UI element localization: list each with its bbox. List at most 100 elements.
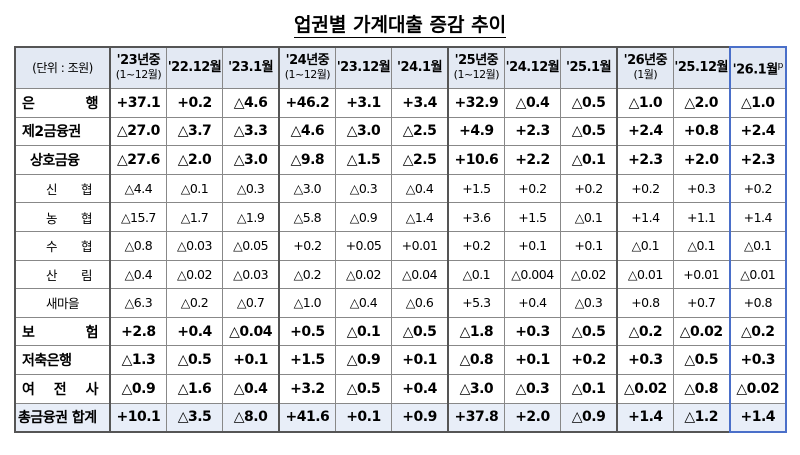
value-cell: △1.0 <box>728 88 787 118</box>
value-cell: △0.1 <box>560 145 618 175</box>
value-cell: △0.3 <box>334 173 393 204</box>
value-cell: △8.0 <box>222 402 280 433</box>
row: 산 림 △0.4 △0.02 △0.03 △0.2 △0.02 △0.04 △0.1 △0.00… <box>14 259 787 290</box>
column-label: '23.12월 <box>336 60 391 75</box>
value-cell: +0.01 <box>672 259 731 290</box>
value-cell: △0.03 <box>165 230 224 261</box>
value-cell: +46.2 <box>277 88 336 118</box>
value-cell: +0.1 <box>503 345 562 375</box>
value-cell: △0.2 <box>728 316 787 347</box>
value-cell: △0.5 <box>560 88 618 118</box>
column-sub: (1~12월) <box>115 68 162 81</box>
value-cell: +10.6 <box>446 145 505 175</box>
row: 저축은행 △1.3 △0.5 +0.1 +1.5 △0.9 +0.1 △0.8 +0.1 +0.2… <box>14 345 787 375</box>
row-label-cell: 새마을 <box>14 288 111 318</box>
row-label-cell: 산 림 <box>14 259 111 290</box>
value-cell: +0.7 <box>672 288 731 318</box>
value-cell: +1.4 <box>615 202 674 232</box>
column-header: '24.12월 <box>503 46 562 89</box>
value-cell: △27.0 <box>108 116 167 147</box>
value-cell: +1.4 <box>728 202 787 232</box>
value-cell: △4.6 <box>277 116 336 147</box>
row: 은 행 +37.1 +0.2 △4.6 +46.2 +3.1 +3.4 +32.9 △0.4 △0… <box>14 88 787 118</box>
value-cell: +0.2 <box>277 230 336 261</box>
value-cell: +1.4 <box>615 402 674 433</box>
value-cell: △4.4 <box>108 173 167 204</box>
value-cell: +41.6 <box>277 402 336 433</box>
column-header: '26.1월p <box>728 46 787 89</box>
value-cell: △0.6 <box>391 288 449 318</box>
value-cell: △0.7 <box>222 288 280 318</box>
value-cell: △0.1 <box>560 202 618 232</box>
value-cell: △0.5 <box>560 116 618 147</box>
row: 수 협 △0.8 △0.03 △0.05 +0.2 +0.05 +0.01 +0.2 +0.1 +… <box>14 230 787 261</box>
row-label-cell: 총금융권 합계 <box>14 402 111 433</box>
value-cell: +0.1 <box>503 230 562 261</box>
value-cell: △0.1 <box>560 373 618 404</box>
value-cell: +2.2 <box>503 145 562 175</box>
value-cell: +0.8 <box>615 288 674 318</box>
row-label-cell: 농 협 <box>14 202 111 232</box>
value-cell: △0.04 <box>391 259 449 290</box>
value-cell: △3.3 <box>222 116 280 147</box>
value-cell: △0.3 <box>503 373 562 404</box>
row-label: 신 협 <box>46 182 93 198</box>
row-label: 농 협 <box>46 210 93 226</box>
value-cell: △0.03 <box>222 259 280 290</box>
value-cell: △3.0 <box>446 373 505 404</box>
value-cell: △2.5 <box>391 116 449 147</box>
unit: (단위 : 조원) <box>14 46 111 89</box>
row-label-cell: 신 협 <box>14 173 111 204</box>
column-label: '24년중 <box>285 53 330 68</box>
row-label: 총금융권 합계 <box>18 410 97 427</box>
value-cell: △0.4 <box>334 288 393 318</box>
value-cell: △0.004 <box>503 259 562 290</box>
row-label: 산 림 <box>46 267 93 283</box>
value-cell: +0.1 <box>334 402 393 433</box>
value-cell: +0.2 <box>615 173 674 204</box>
value-cell: △3.0 <box>277 173 336 204</box>
value-cell: +3.6 <box>446 202 505 232</box>
value-cell: +2.0 <box>672 145 731 175</box>
column-label: '24.1월 <box>397 60 443 75</box>
row: 총금융권 합계 +10.1 △3.5 △8.0 +41.6 +0.1 +0.9 +37.8 +2… <box>14 402 787 434</box>
value-cell: +0.01 <box>391 230 449 261</box>
value-cell: △1.9 <box>222 202 280 232</box>
value-cell: △1.0 <box>615 88 674 118</box>
value-cell: +0.3 <box>728 345 787 375</box>
value-cell: △0.5 <box>560 316 618 347</box>
row-label-cell: 저축은행 <box>14 345 111 375</box>
header-row: (단위 : 조원) '23년중 (1~12월) '22.12월 '23.1월 '24년중… <box>14 46 787 89</box>
value-cell: △4.6 <box>222 88 280 118</box>
value-cell: △6.3 <box>108 288 167 318</box>
value-cell: △1.5 <box>334 145 393 175</box>
row-label: 상호금융 <box>30 152 80 169</box>
value-cell: +0.1 <box>222 345 280 375</box>
value-cell: △0.2 <box>615 316 674 347</box>
value-cell: △1.8 <box>446 316 505 347</box>
row-label: 제2금융권 <box>22 124 81 141</box>
value-cell: +2.4 <box>728 116 787 147</box>
value-cell: +3.4 <box>391 88 449 118</box>
value-cell: △0.02 <box>615 373 674 404</box>
row-label-cell: 제2금융권 <box>14 116 111 147</box>
value-cell: △3.0 <box>222 145 280 175</box>
value-cell: △2.0 <box>165 145 224 175</box>
column-header: '23.12월 <box>334 46 393 89</box>
value-cell: △1.7 <box>165 202 224 232</box>
row-label-cell: 수 협 <box>14 230 111 261</box>
value-cell: △0.02 <box>334 259 393 290</box>
value-cell: △0.04 <box>222 316 280 347</box>
value-cell: △2.5 <box>391 145 449 175</box>
value-cell: △0.3 <box>222 173 280 204</box>
column-sub: (1~12월) <box>284 68 331 81</box>
value-cell: △1.2 <box>672 402 731 433</box>
row: 제2금융권 △27.0 △3.7 △3.3 △4.6 △3.0 △2.5 +4.9 +2.3 △0… <box>14 116 787 147</box>
column-label: '24.12월 <box>505 60 560 75</box>
value-cell: △0.8 <box>672 373 731 404</box>
value-cell: +3.2 <box>277 373 336 404</box>
value-cell: +1.5 <box>503 202 562 232</box>
value-cell: △15.7 <box>108 202 167 232</box>
value-cell: △0.2 <box>165 288 224 318</box>
